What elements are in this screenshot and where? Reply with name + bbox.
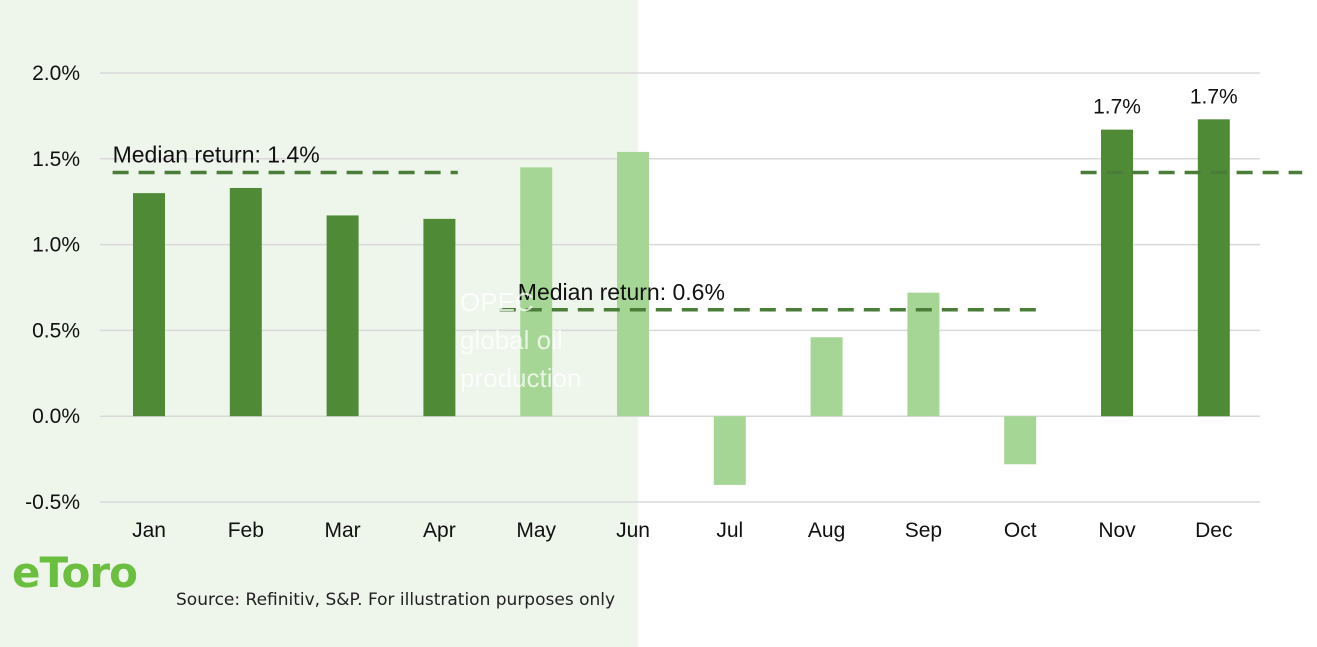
x-tick-label: Nov bbox=[1098, 519, 1136, 542]
x-tick-label: May bbox=[516, 519, 556, 542]
x-tick-label: Mar bbox=[325, 519, 361, 542]
y-tick-label: 0.0% bbox=[32, 405, 80, 428]
data-label: 1.7% bbox=[1093, 96, 1141, 119]
y-tick-label: 2.0% bbox=[32, 62, 80, 85]
x-tick-label: Sep bbox=[905, 519, 942, 542]
bar bbox=[133, 193, 165, 417]
x-tick-label: Oct bbox=[1004, 519, 1037, 542]
bar bbox=[520, 167, 553, 417]
y-tick-label: -0.5% bbox=[25, 491, 80, 514]
median-label: Median return: 1.4% bbox=[113, 142, 320, 168]
bar bbox=[617, 151, 649, 417]
x-tick-label: Jun bbox=[616, 519, 650, 542]
source-note: Source: Refinitiv, S&P. For illustration… bbox=[176, 590, 616, 610]
x-tick-label: Feb bbox=[228, 519, 264, 542]
y-tick-label: 1.5% bbox=[32, 148, 80, 171]
bar bbox=[1004, 416, 1037, 465]
y-tick-label: 1.0% bbox=[32, 234, 80, 257]
bar bbox=[326, 215, 359, 417]
bar bbox=[810, 337, 843, 417]
x-tick-label: Aug bbox=[808, 519, 845, 542]
logo-text: eToro bbox=[12, 548, 138, 597]
bar bbox=[1101, 129, 1133, 417]
y-tick-label: 0.5% bbox=[32, 319, 80, 342]
data-label: 1.7% bbox=[1190, 85, 1238, 108]
bar bbox=[713, 416, 746, 485]
bar bbox=[1197, 119, 1230, 417]
etoro-logo: eToro bbox=[12, 548, 138, 597]
x-tick-label: Jul bbox=[716, 519, 743, 542]
x-tick-label: Dec bbox=[1195, 519, 1232, 542]
median-label: Median return: 0.6% bbox=[518, 279, 725, 305]
bar bbox=[907, 292, 940, 417]
x-tick-label: Apr bbox=[423, 519, 456, 542]
bar bbox=[229, 187, 262, 417]
x-tick-label: Jan bbox=[132, 519, 166, 542]
bar bbox=[423, 218, 456, 417]
